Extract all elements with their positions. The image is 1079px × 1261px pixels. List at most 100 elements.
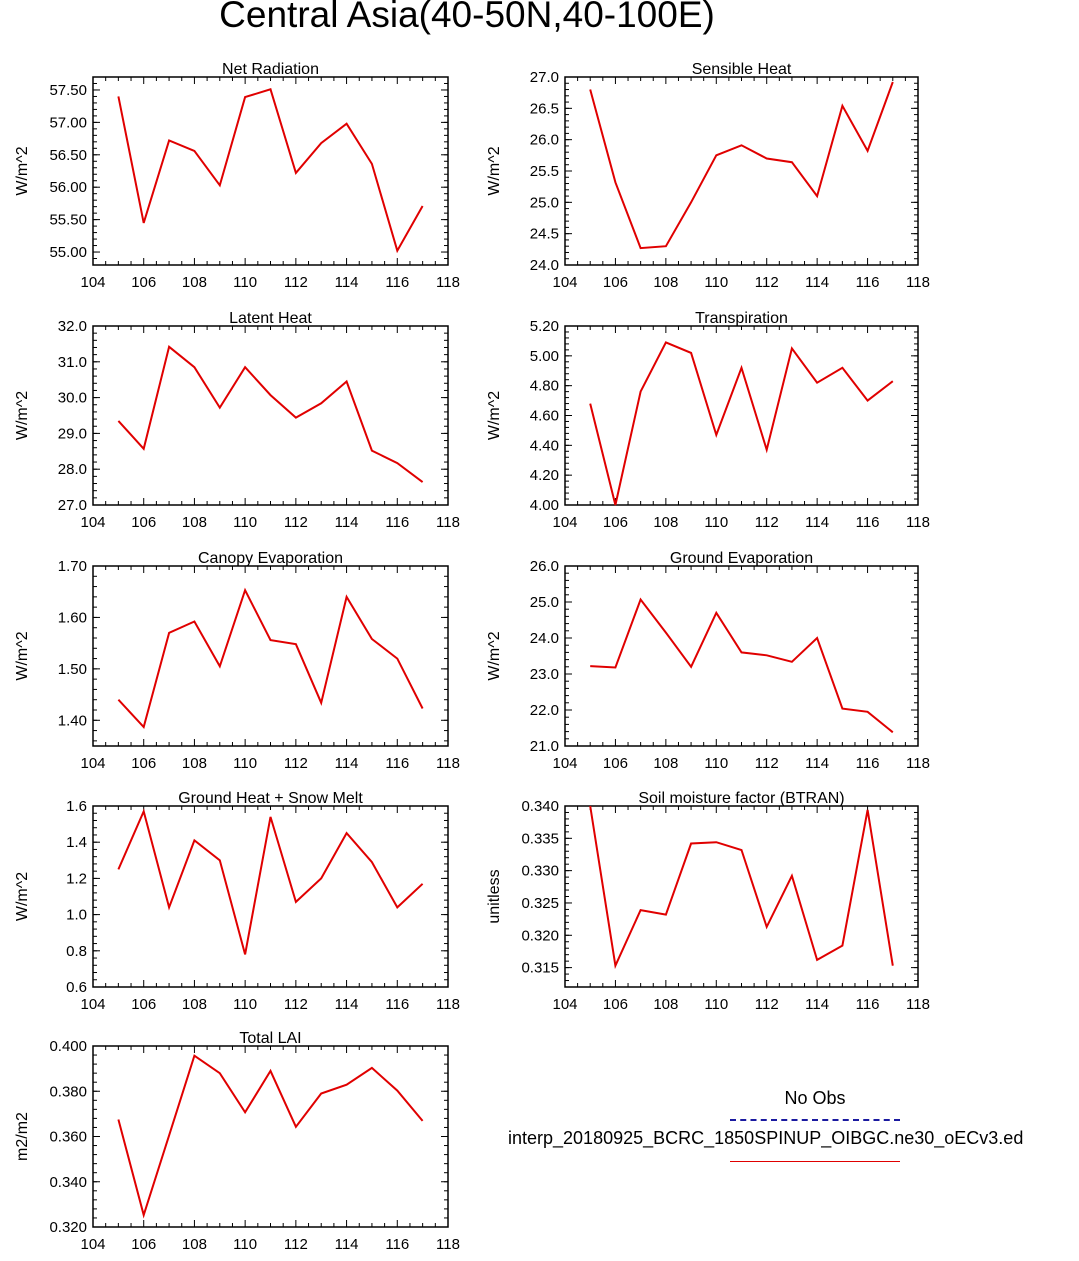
y-tick-label: 0.340 xyxy=(521,798,559,815)
y-tick-label: 0.380 xyxy=(49,1083,87,1100)
x-tick-label: 106 xyxy=(131,514,156,531)
data-point xyxy=(295,1126,297,1128)
x-tick-label: 118 xyxy=(906,514,930,531)
x-tick-label: 114 xyxy=(335,755,359,772)
data-point xyxy=(640,909,642,911)
y-axis-label: m2/m2 xyxy=(14,1112,31,1161)
x-tick-label: 106 xyxy=(131,755,156,772)
x-tick-label: 118 xyxy=(436,755,460,772)
x-tick-label: 106 xyxy=(603,514,628,531)
x-tick-label: 106 xyxy=(131,996,156,1013)
data-point xyxy=(320,142,322,144)
data-point xyxy=(219,1072,221,1074)
y-axis-label: W/m^2 xyxy=(14,631,31,680)
data-point xyxy=(766,654,768,656)
series-line xyxy=(589,805,894,970)
y-tick-label: 0.360 xyxy=(49,1129,87,1146)
data-point xyxy=(193,1055,195,1057)
x-tick-label: 106 xyxy=(603,274,628,291)
x-tick-label: 116 xyxy=(385,514,409,531)
x-tick-label: 104 xyxy=(552,996,577,1013)
data-point xyxy=(589,89,591,91)
data-point xyxy=(371,450,373,452)
plot-frame xyxy=(92,325,449,506)
data-point xyxy=(117,699,119,701)
y-tick-label: 0.320 xyxy=(521,927,559,944)
data-point xyxy=(346,123,348,125)
data-point xyxy=(892,81,894,83)
y-tick-label: 1.0 xyxy=(66,907,87,924)
chart-panel-3: Latent Heat W/m^2 104 106 108 110 112 114 116 118… xyxy=(14,310,460,531)
data-point xyxy=(346,1084,348,1086)
x-tick-label: 104 xyxy=(552,274,577,291)
x-tick-label: 106 xyxy=(131,274,156,291)
data-point xyxy=(117,868,119,870)
data-point xyxy=(295,901,297,903)
x-tick-label: 114 xyxy=(805,996,829,1013)
x-tick-label: 116 xyxy=(856,274,880,291)
x-tick-label: 112 xyxy=(755,274,779,291)
panel-title: Ground Heat + Snow Melt xyxy=(178,790,363,807)
x-tick-label: 108 xyxy=(182,514,207,531)
panel-title: Net Radiation xyxy=(222,61,319,78)
y-tick-label: 0.6 xyxy=(66,979,87,996)
data-point xyxy=(168,140,170,142)
y-tick-label: 0.8 xyxy=(66,943,87,960)
x-tick-label: 110 xyxy=(704,755,728,772)
data-point xyxy=(816,637,818,639)
y-tick-label: 4.20 xyxy=(530,467,559,484)
panel-title: Total LAI xyxy=(239,1030,301,1047)
data-point xyxy=(791,347,793,349)
chart-panel-9: Total LAI m2/m2 104 106 108 110 112 114 116 118 0.… xyxy=(14,1030,460,1253)
x-tick-label: 108 xyxy=(182,1236,207,1253)
data-point xyxy=(741,144,743,146)
series-line xyxy=(117,88,424,254)
data-point xyxy=(841,945,843,947)
data-point xyxy=(892,380,894,382)
data-point xyxy=(841,367,843,369)
data-point xyxy=(816,959,818,961)
data-point xyxy=(741,651,743,653)
data-point xyxy=(614,965,616,967)
data-point xyxy=(219,665,221,667)
data-point xyxy=(589,665,591,667)
data-point xyxy=(690,201,692,203)
data-point xyxy=(270,816,272,818)
data-point xyxy=(371,163,373,165)
panel-title: Canopy Evaporation xyxy=(198,550,343,567)
x-tick-label: 108 xyxy=(182,755,207,772)
x-tick-label: 106 xyxy=(603,996,628,1013)
y-tick-label: 55.00 xyxy=(49,244,87,261)
data-point xyxy=(640,598,642,600)
x-tick-label: 110 xyxy=(233,274,257,291)
x-tick-label: 116 xyxy=(856,514,880,531)
y-tick-label: 55.50 xyxy=(49,212,87,229)
data-point xyxy=(320,702,322,704)
data-point xyxy=(614,667,616,669)
x-tick-label: 108 xyxy=(653,755,678,772)
y-tick-label: 26.0 xyxy=(530,132,559,149)
y-axis-label: W/m^2 xyxy=(486,391,503,440)
data-point xyxy=(422,481,424,483)
data-point xyxy=(665,245,667,247)
y-tick-label: 56.00 xyxy=(49,179,87,196)
x-tick-label: 116 xyxy=(856,996,880,1013)
plot-frame xyxy=(564,325,919,506)
y-tick-label: 4.00 xyxy=(530,497,559,514)
data-point xyxy=(791,875,793,877)
data-point xyxy=(741,849,743,851)
x-tick-label: 112 xyxy=(755,514,779,531)
data-point xyxy=(219,184,221,186)
data-point xyxy=(346,380,348,382)
data-point xyxy=(867,150,869,152)
x-tick-label: 112 xyxy=(755,755,779,772)
plot-frame xyxy=(92,805,449,988)
y-tick-label: 22.0 xyxy=(530,702,559,719)
data-point xyxy=(143,1214,145,1216)
data-point xyxy=(614,504,616,506)
y-axis-label: W/m^2 xyxy=(14,146,31,195)
data-point xyxy=(168,906,170,908)
data-point xyxy=(143,726,145,728)
data-point xyxy=(715,612,717,614)
